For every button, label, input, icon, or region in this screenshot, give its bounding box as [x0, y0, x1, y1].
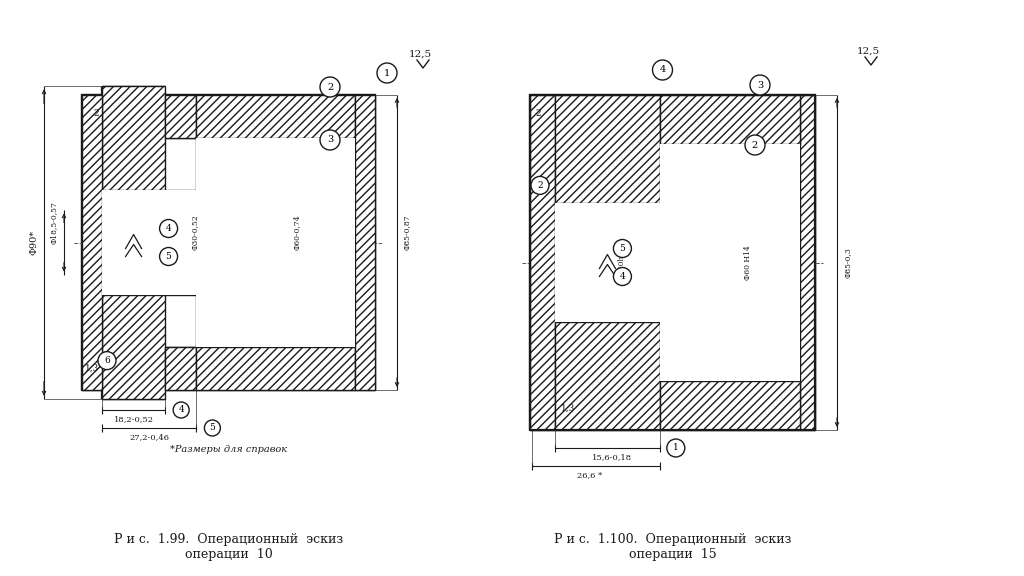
Text: 1: 1: [384, 69, 390, 78]
Circle shape: [531, 176, 549, 194]
Bar: [530, 95, 815, 430]
Text: 5: 5: [210, 423, 215, 433]
Bar: [800, 95, 815, 430]
Bar: [555, 95, 659, 203]
Text: 12,5: 12,5: [409, 50, 432, 59]
Text: 3: 3: [327, 135, 333, 145]
Text: 18,2-0,52: 18,2-0,52: [114, 415, 154, 423]
Text: *Размеры для справок: *Размеры для справок: [170, 445, 287, 453]
Bar: [197, 347, 355, 390]
Text: 26,6 *: 26,6 *: [578, 471, 602, 479]
Bar: [355, 95, 375, 390]
Text: Ф85-0,3: Ф85-0,3: [844, 247, 852, 278]
Text: операции  10: операции 10: [184, 548, 272, 561]
Bar: [82, 95, 375, 390]
Text: 27,2-0,46: 27,2-0,46: [129, 433, 169, 441]
Text: 5: 5: [166, 252, 171, 261]
Text: 12,5: 12,5: [857, 47, 880, 55]
Text: Р и с.  1.100.  Операционный  эскиз: Р и с. 1.100. Операционный эскиз: [554, 533, 792, 546]
Text: 2: 2: [752, 141, 758, 150]
Circle shape: [173, 402, 189, 418]
Bar: [530, 95, 555, 430]
Bar: [82, 95, 102, 390]
Bar: [102, 86, 165, 191]
Bar: [165, 347, 197, 390]
Text: Ф60 H14: Ф60 H14: [743, 245, 752, 280]
Bar: [659, 381, 800, 430]
Text: 2: 2: [538, 181, 543, 190]
Bar: [165, 95, 197, 138]
Circle shape: [613, 267, 632, 286]
Bar: [555, 321, 659, 430]
Bar: [197, 138, 355, 347]
Circle shape: [377, 63, 397, 83]
Circle shape: [319, 130, 340, 150]
Bar: [659, 144, 800, 381]
Bar: [102, 210, 165, 275]
Circle shape: [667, 439, 685, 457]
Circle shape: [98, 351, 116, 370]
Circle shape: [613, 240, 632, 257]
Text: 2: 2: [535, 108, 541, 118]
Circle shape: [750, 75, 770, 95]
Text: 5: 5: [620, 244, 626, 253]
Bar: [555, 203, 659, 321]
Text: Ф85-0,87: Ф85-0,87: [403, 215, 411, 251]
Text: 1: 1: [673, 444, 679, 453]
Text: 1,3: 1,3: [561, 404, 575, 412]
Text: Ф 30h12: Ф 30h12: [618, 246, 627, 279]
Text: 6: 6: [104, 356, 110, 365]
Text: 15,6-0,18: 15,6-0,18: [592, 453, 633, 461]
Bar: [197, 95, 355, 138]
Circle shape: [652, 60, 673, 80]
Text: Ф30-0,52: Ф30-0,52: [190, 215, 199, 251]
Text: Ф90*: Ф90*: [30, 230, 39, 255]
Circle shape: [205, 420, 220, 436]
Text: 2: 2: [327, 82, 333, 92]
Text: 4: 4: [166, 224, 171, 233]
Circle shape: [745, 135, 765, 155]
Text: операции  15: операции 15: [629, 548, 717, 561]
Bar: [102, 294, 165, 399]
Circle shape: [319, 77, 340, 97]
Circle shape: [160, 219, 177, 237]
Text: Р и с.  1.99.  Операционный  эскиз: Р и с. 1.99. Операционный эскиз: [114, 533, 343, 546]
Text: Ф60-0,74: Ф60-0,74: [293, 215, 301, 251]
Text: 1,3: 1,3: [85, 363, 99, 373]
Text: 2: 2: [93, 108, 99, 118]
Text: 3: 3: [757, 81, 763, 89]
Text: 4: 4: [178, 406, 184, 415]
Text: Ф18,5-0,57: Ф18,5-0,57: [50, 201, 58, 244]
Circle shape: [160, 248, 177, 266]
Bar: [659, 95, 800, 144]
Text: 4: 4: [620, 272, 626, 281]
Text: 4: 4: [659, 66, 666, 74]
Bar: [102, 191, 197, 294]
